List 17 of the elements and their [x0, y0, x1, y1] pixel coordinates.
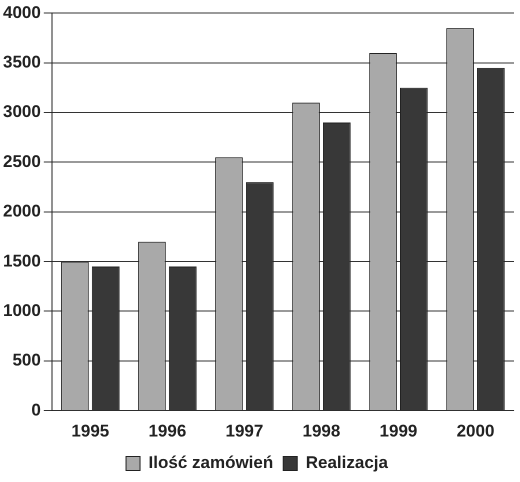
x-tick-label: 1995 — [71, 421, 110, 440]
y-tick-label: 3500 — [2, 52, 41, 72]
y-tick-label: 1500 — [2, 251, 41, 270]
y-tick-label: 2000 — [2, 202, 41, 221]
legend-label: Realizacja — [306, 453, 389, 472]
legend-label: Ilość zamówień — [148, 453, 274, 472]
x-tick-label: 2000 — [456, 421, 494, 440]
x-tick-label: 1999 — [380, 421, 418, 440]
y-tick-label: 0 — [31, 400, 41, 420]
x-tick-label: 1998 — [302, 421, 340, 440]
x-tick-label: 1997 — [225, 421, 264, 440]
y-tick-label: 500 — [12, 350, 41, 370]
y-tick-label: 1000 — [2, 300, 41, 320]
y-tick-label: 3000 — [2, 102, 41, 122]
y-tick-label: 2500 — [2, 152, 41, 171]
x-tick-label: 1996 — [148, 421, 186, 440]
y-tick-label: 4000 — [2, 2, 41, 22]
